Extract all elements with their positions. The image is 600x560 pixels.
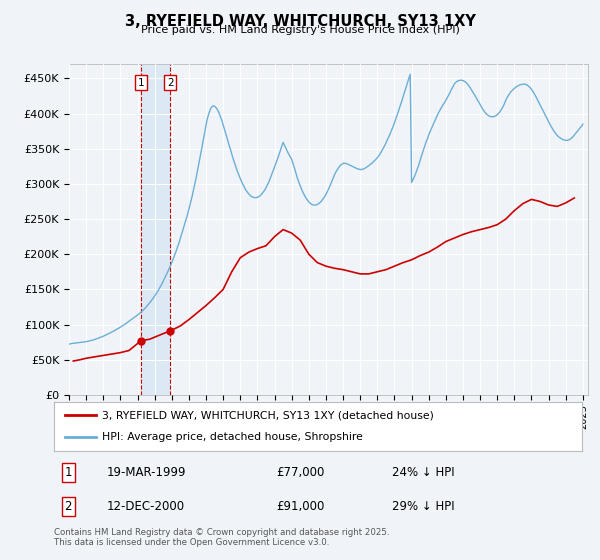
Text: 12-DEC-2000: 12-DEC-2000: [107, 500, 185, 513]
Text: 19-MAR-1999: 19-MAR-1999: [107, 466, 187, 479]
Text: 24% ↓ HPI: 24% ↓ HPI: [392, 466, 455, 479]
Text: 1: 1: [65, 466, 72, 479]
Text: 2: 2: [65, 500, 72, 513]
Text: Price paid vs. HM Land Registry's House Price Index (HPI): Price paid vs. HM Land Registry's House …: [140, 25, 460, 35]
Text: 2: 2: [167, 78, 174, 87]
Text: 1: 1: [138, 78, 145, 87]
Text: £91,000: £91,000: [276, 500, 324, 513]
Text: HPI: Average price, detached house, Shropshire: HPI: Average price, detached house, Shro…: [101, 432, 362, 442]
Text: 29% ↓ HPI: 29% ↓ HPI: [392, 500, 455, 513]
Text: 3, RYEFIELD WAY, WHITCHURCH, SY13 1XY: 3, RYEFIELD WAY, WHITCHURCH, SY13 1XY: [125, 14, 475, 29]
Text: Contains HM Land Registry data © Crown copyright and database right 2025.
This d: Contains HM Land Registry data © Crown c…: [54, 528, 389, 547]
Text: 3, RYEFIELD WAY, WHITCHURCH, SY13 1XY (detached house): 3, RYEFIELD WAY, WHITCHURCH, SY13 1XY (d…: [101, 410, 433, 421]
Text: £77,000: £77,000: [276, 466, 324, 479]
Bar: [141, 64, 170, 395]
